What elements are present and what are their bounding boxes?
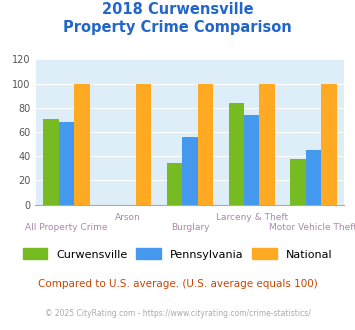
- Bar: [321, 83, 337, 205]
- Text: Burglary: Burglary: [171, 223, 209, 232]
- Bar: [198, 83, 213, 205]
- Text: Arson: Arson: [115, 213, 141, 222]
- Bar: [244, 115, 260, 205]
- Legend: Curwensville, Pennsylvania, National: Curwensville, Pennsylvania, National: [23, 248, 332, 260]
- Bar: [306, 150, 321, 205]
- Bar: [136, 83, 151, 205]
- Text: 2018 Curwensville: 2018 Curwensville: [102, 2, 253, 16]
- Text: All Property Crime: All Property Crime: [25, 223, 108, 232]
- Text: © 2025 CityRating.com - https://www.cityrating.com/crime-statistics/: © 2025 CityRating.com - https://www.city…: [45, 309, 310, 317]
- Text: Compared to U.S. average. (U.S. average equals 100): Compared to U.S. average. (U.S. average …: [38, 279, 317, 289]
- Bar: [182, 137, 198, 205]
- Text: Motor Vehicle Theft: Motor Vehicle Theft: [269, 223, 355, 232]
- Bar: [74, 83, 89, 205]
- Text: Larceny & Theft: Larceny & Theft: [215, 213, 288, 222]
- Bar: [260, 83, 275, 205]
- Bar: [290, 159, 306, 205]
- Bar: [43, 119, 59, 205]
- Bar: [59, 122, 74, 205]
- Bar: [229, 103, 244, 205]
- Text: Property Crime Comparison: Property Crime Comparison: [63, 20, 292, 35]
- Bar: [167, 163, 182, 205]
